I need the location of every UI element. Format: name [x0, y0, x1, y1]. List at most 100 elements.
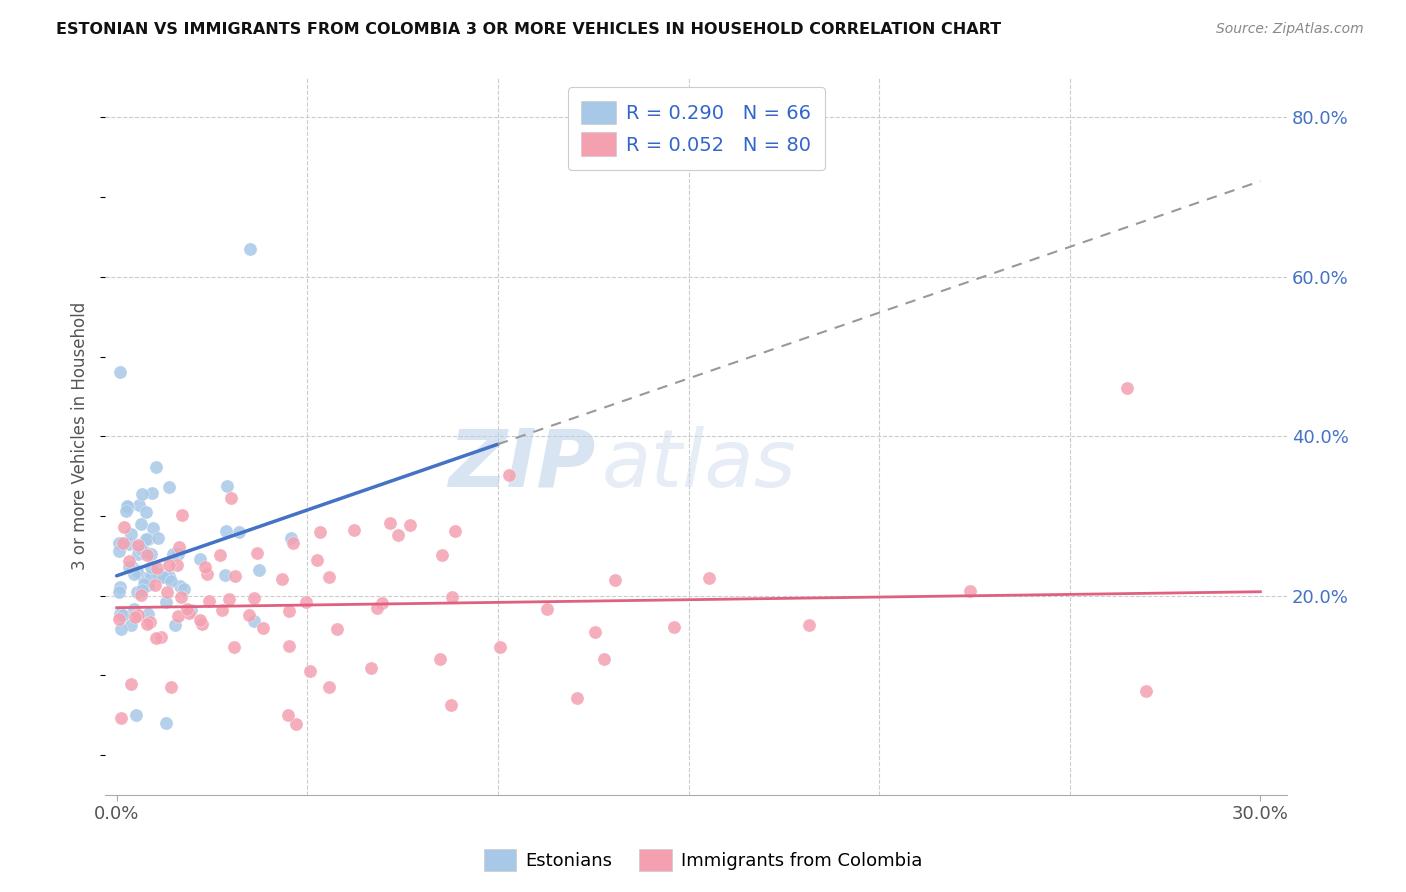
Point [277, 707, 299, 722]
Point [139, 569, 162, 583]
Point [318, 570, 340, 584]
Point [117, 537, 139, 551]
Point [797, 618, 820, 632]
Point [117, 500, 139, 515]
Text: ESTONIAN VS IMMIGRANTS FROM COLOMBIA 3 OR MORE VEHICLES IN HOUSEHOLD CORRELATION: ESTONIAN VS IMMIGRANTS FROM COLOMBIA 3 O… [56, 22, 1001, 37]
Point [160, 574, 183, 589]
Point [583, 625, 606, 640]
Legend: R = 0.290   N = 66, R = 0.052   N = 80: R = 0.290 N = 66, R = 0.052 N = 80 [568, 87, 825, 169]
Point [489, 640, 512, 654]
Point [247, 563, 270, 577]
Point [114, 504, 136, 518]
Point [536, 601, 558, 615]
Point [298, 664, 321, 678]
Point [138, 607, 160, 622]
Point [284, 717, 307, 731]
Point [129, 588, 152, 602]
Point [111, 536, 134, 550]
Point [136, 532, 159, 546]
Point [129, 541, 152, 556]
Point [167, 547, 190, 561]
Point [278, 639, 301, 653]
Point [326, 622, 349, 636]
Point [157, 479, 180, 493]
Point [193, 560, 215, 574]
Point [195, 566, 218, 581]
Point [148, 567, 170, 582]
Point [197, 594, 219, 608]
Point [173, 582, 195, 597]
Point [188, 614, 211, 628]
Point [145, 460, 167, 475]
Point [118, 560, 141, 574]
Point [159, 558, 181, 573]
Legend: Estonians, Immigrants from Colombia: Estonians, Immigrants from Colombia [477, 842, 929, 879]
Point [440, 698, 463, 712]
Point [603, 574, 626, 588]
Point [146, 531, 169, 545]
Point [138, 578, 160, 592]
Point [366, 600, 388, 615]
Point [118, 553, 141, 567]
Point [146, 560, 169, 574]
Point [211, 603, 233, 617]
Point [149, 631, 172, 645]
Point [662, 620, 685, 634]
Point [281, 536, 304, 550]
Point [145, 632, 167, 646]
Point [699, 571, 721, 585]
Point [139, 559, 162, 574]
Point [271, 572, 294, 586]
Point [343, 524, 366, 538]
Point [128, 498, 150, 512]
Point [188, 552, 211, 566]
Point [122, 602, 145, 616]
Point [208, 548, 231, 562]
Text: atlas: atlas [602, 426, 796, 504]
Point [131, 582, 153, 597]
Point [169, 579, 191, 593]
Point [157, 569, 180, 583]
Point [429, 652, 451, 666]
Point [959, 583, 981, 598]
Point [215, 524, 238, 538]
Point [295, 595, 318, 609]
Point [156, 570, 179, 584]
Point [127, 564, 149, 578]
Point [115, 499, 138, 513]
Point [127, 547, 149, 561]
Point [218, 591, 240, 606]
Point [122, 567, 145, 582]
Point [143, 578, 166, 592]
Point [432, 548, 454, 562]
Point [142, 521, 165, 535]
Y-axis label: 3 or more Vehicles in Household: 3 or more Vehicles in Household [72, 302, 89, 570]
Point [309, 525, 332, 540]
Point [127, 540, 149, 554]
Point [110, 622, 132, 636]
Point [238, 608, 260, 623]
Point [371, 596, 394, 610]
Point [378, 516, 401, 530]
Point [246, 546, 269, 560]
Point [155, 595, 177, 609]
Point [141, 485, 163, 500]
Point [107, 536, 129, 550]
Point [166, 558, 188, 572]
Point [127, 538, 149, 552]
Point [305, 553, 328, 567]
Point [120, 527, 142, 541]
Point [239, 242, 262, 256]
Point [135, 532, 157, 546]
Point [278, 604, 301, 618]
Point [214, 567, 236, 582]
Point [567, 690, 589, 705]
Point [156, 585, 179, 599]
Point [129, 516, 152, 531]
Point [108, 581, 131, 595]
Point [107, 543, 129, 558]
Point [215, 479, 238, 493]
Point [219, 491, 242, 505]
Point [134, 572, 156, 586]
Point [444, 524, 467, 538]
